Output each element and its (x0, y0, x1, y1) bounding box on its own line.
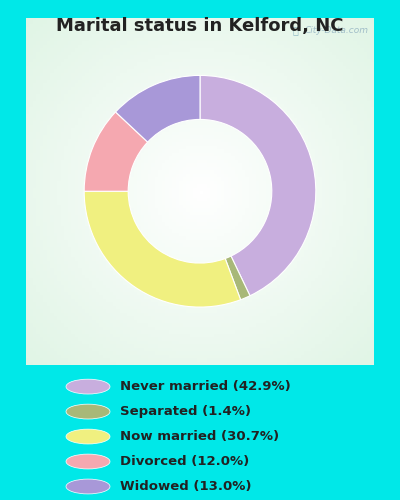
Wedge shape (84, 191, 241, 307)
Circle shape (66, 479, 110, 494)
Text: Separated (1.4%): Separated (1.4%) (120, 405, 251, 418)
Text: Marital status in Kelford, NC: Marital status in Kelford, NC (56, 18, 344, 36)
Wedge shape (200, 76, 316, 296)
Text: ⓘ: ⓘ (293, 25, 298, 35)
Wedge shape (116, 76, 200, 142)
Circle shape (66, 429, 110, 444)
Circle shape (66, 454, 110, 469)
Wedge shape (225, 256, 250, 300)
Circle shape (66, 379, 110, 394)
Circle shape (66, 404, 110, 419)
Text: City-Data.com: City-Data.com (304, 26, 368, 35)
Text: Never married (42.9%): Never married (42.9%) (120, 380, 291, 393)
Text: Divorced (12.0%): Divorced (12.0%) (120, 455, 249, 468)
Text: Widowed (13.0%): Widowed (13.0%) (120, 480, 252, 493)
Text: Now married (30.7%): Now married (30.7%) (120, 430, 279, 443)
Wedge shape (84, 112, 148, 191)
